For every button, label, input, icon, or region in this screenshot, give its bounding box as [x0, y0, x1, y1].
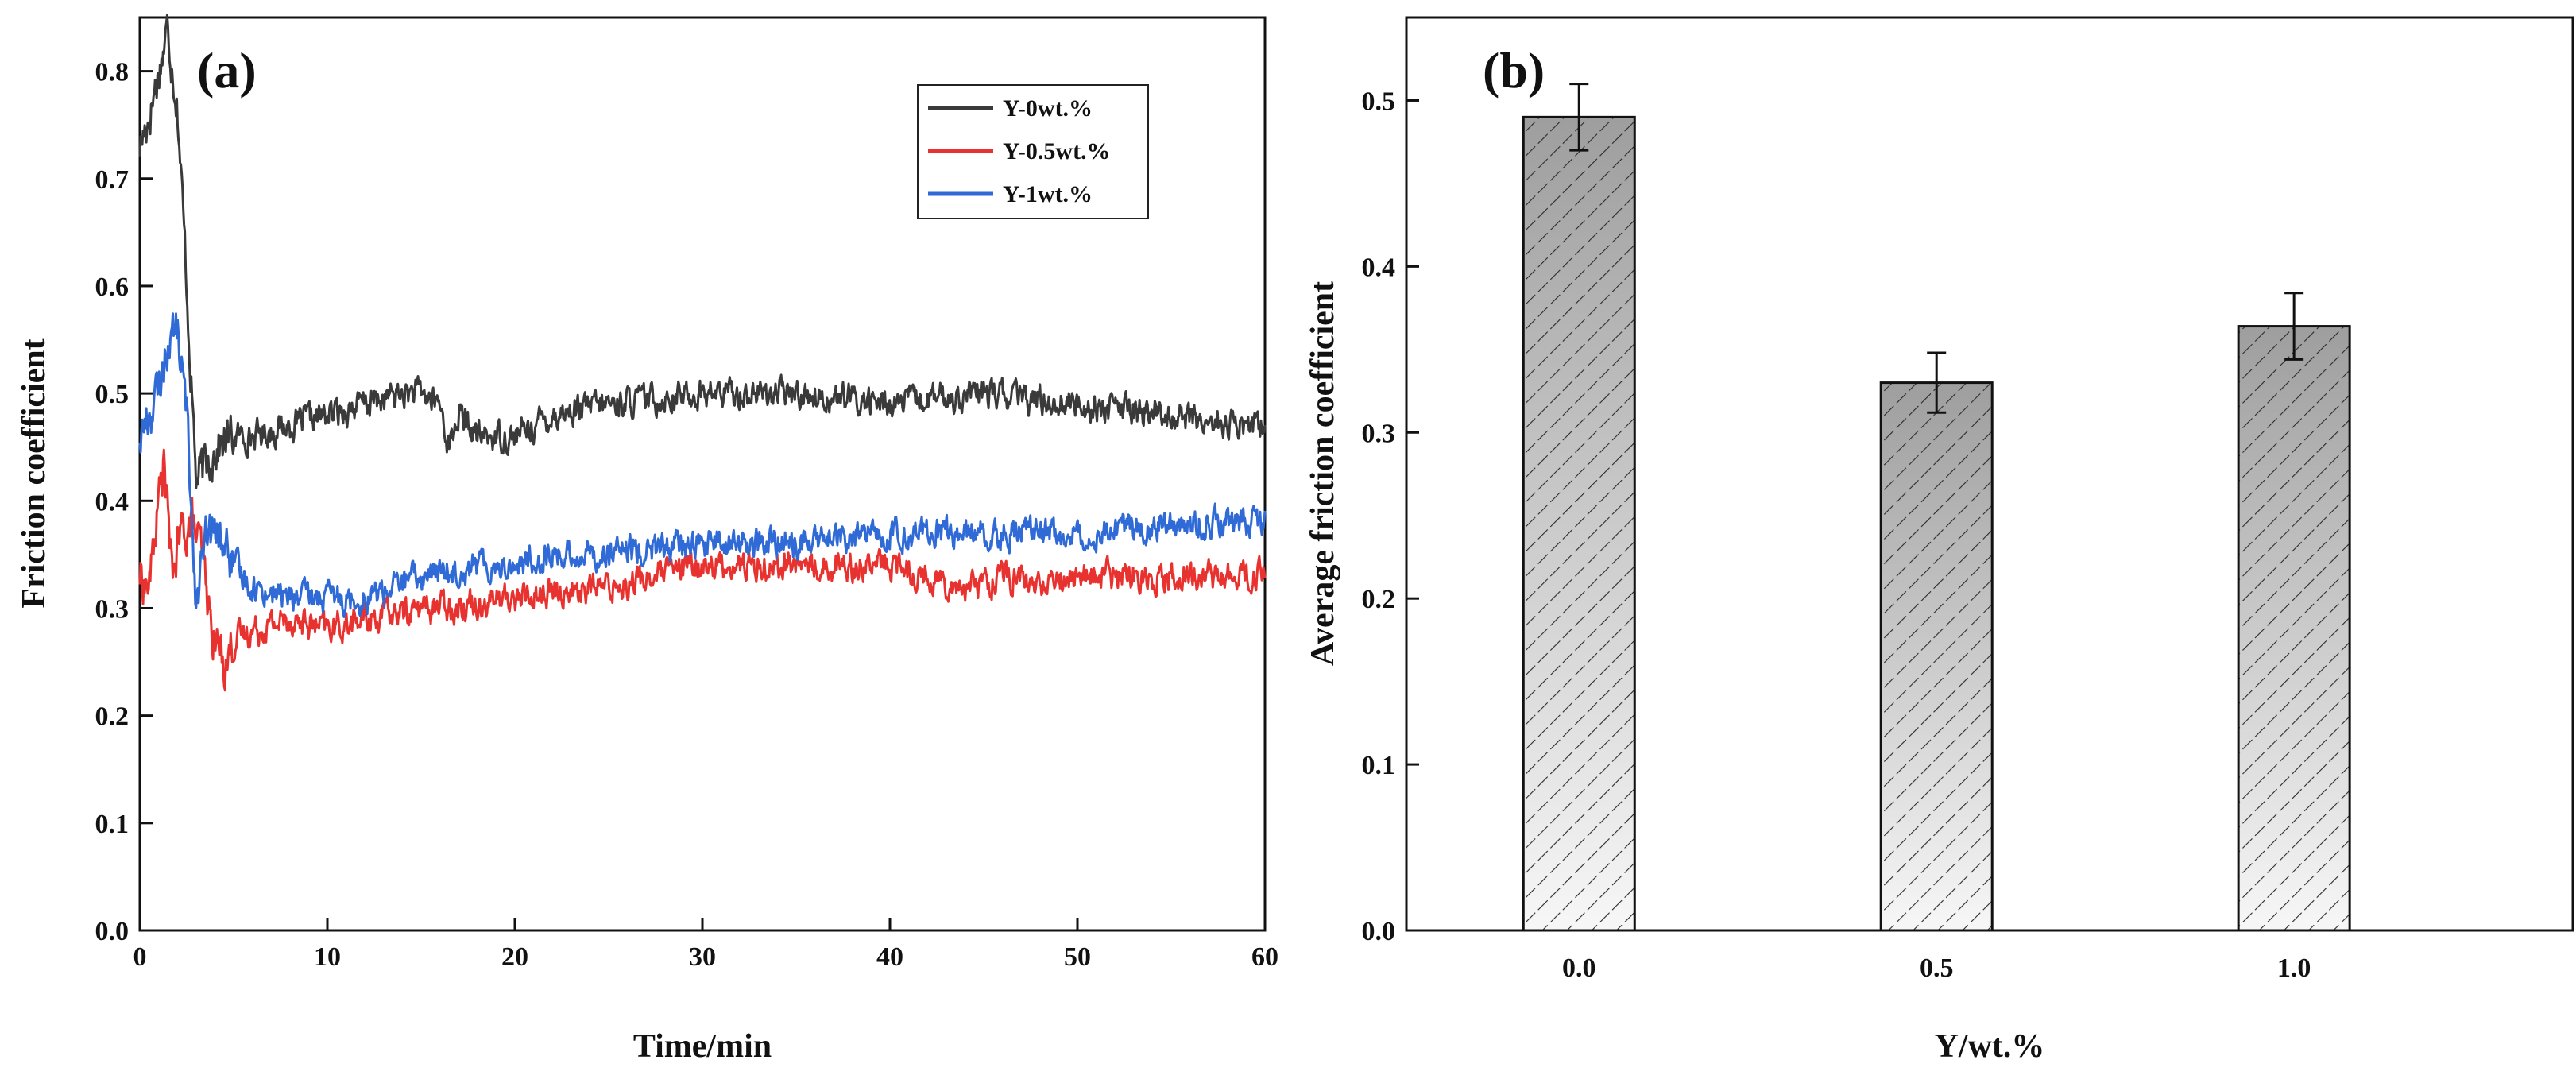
x-tick-label: 20 — [501, 942, 528, 972]
panel-b-tick-labels: 0.0 0.1 0.2 0.3 0.4 0.5 0.0 0.5 1.0 — [1362, 87, 2311, 983]
y-tick-label: 0.1 — [95, 810, 130, 839]
panel-a-ticks — [138, 70, 1267, 932]
y-tick-label: 0.3 — [1362, 419, 1396, 448]
series-line-y05 — [138, 448, 1267, 692]
panel-a-label: (a) — [197, 42, 257, 99]
panel-b-bar-chart: 0.0 0.1 0.2 0.3 0.4 0.5 0.0 0.5 1.0 (b) Y/wt.% A… — [1305, 16, 2574, 1065]
legend-label-y1: Y-1wt.% — [1003, 181, 1093, 207]
series-line-y1 — [138, 312, 1267, 618]
bar-hatch — [1522, 115, 1636, 932]
panel-a-x-axis-title: Time/min — [633, 1028, 772, 1065]
panel-b-x-axis-title: Y/wt.% — [1935, 1028, 2045, 1065]
x-tick-label: 30 — [689, 942, 716, 972]
y-tick-label: 0.5 — [1362, 87, 1396, 116]
panel-a-line-chart: 0 10 20 30 40 50 60 0.0 0.1 0.2 0.3 0.4 0.5 0.6 0.7 0.8… — [16, 14, 1279, 1065]
series-line-y0 — [138, 14, 1267, 489]
y-tick-label: 0.5 — [95, 380, 130, 409]
y-tick-label: 0.6 — [95, 273, 130, 302]
x-tick-label: 10 — [314, 942, 341, 972]
panel-b-bars — [1522, 83, 2351, 932]
bar-hatch — [2237, 325, 2351, 932]
panel-b-label: (b) — [1483, 42, 1545, 99]
legend-label-y05: Y-0.5wt.% — [1003, 138, 1111, 164]
panel-a-series — [138, 14, 1267, 692]
x-tick-label: 0.0 — [1562, 953, 1596, 983]
x-tick-label: 40 — [876, 942, 903, 972]
y-tick-label: 0.1 — [1362, 751, 1396, 780]
x-tick-label: 0 — [133, 942, 147, 972]
y-tick-label: 0.4 — [1362, 253, 1396, 282]
y-tick-label: 0.0 — [95, 917, 130, 946]
x-tick-label: 60 — [1251, 942, 1278, 972]
y-tick-label: 0.2 — [95, 702, 130, 732]
bar-hatch — [1879, 381, 1994, 932]
x-tick-label: 1.0 — [2277, 953, 2311, 983]
y-tick-label: 0.7 — [95, 165, 130, 195]
y-tick-label: 0.8 — [95, 58, 130, 87]
y-tick-label: 0.3 — [95, 594, 130, 624]
panel-a-legend: Y-0wt.% Y-0.5wt.% Y-1wt.% — [917, 84, 1149, 219]
y-tick-label: 0.2 — [1362, 585, 1396, 614]
y-tick-label: 0.0 — [1362, 917, 1396, 946]
y-tick-label: 0.4 — [95, 487, 130, 516]
legend-label-y0: Y-0wt.% — [1003, 95, 1093, 122]
x-tick-label: 50 — [1064, 942, 1091, 972]
panel-b-y-axis-title: Average friction coefficient — [1305, 281, 1341, 666]
panel-a-tick-labels: 0 10 20 30 40 50 60 0.0 0.1 0.2 0.3 0.4 0.5 0.6 0.7 0.8 — [95, 58, 1279, 972]
x-tick-label: 0.5 — [1920, 953, 1954, 983]
panel-a-y-axis-title: Friction coefficient — [16, 338, 52, 608]
